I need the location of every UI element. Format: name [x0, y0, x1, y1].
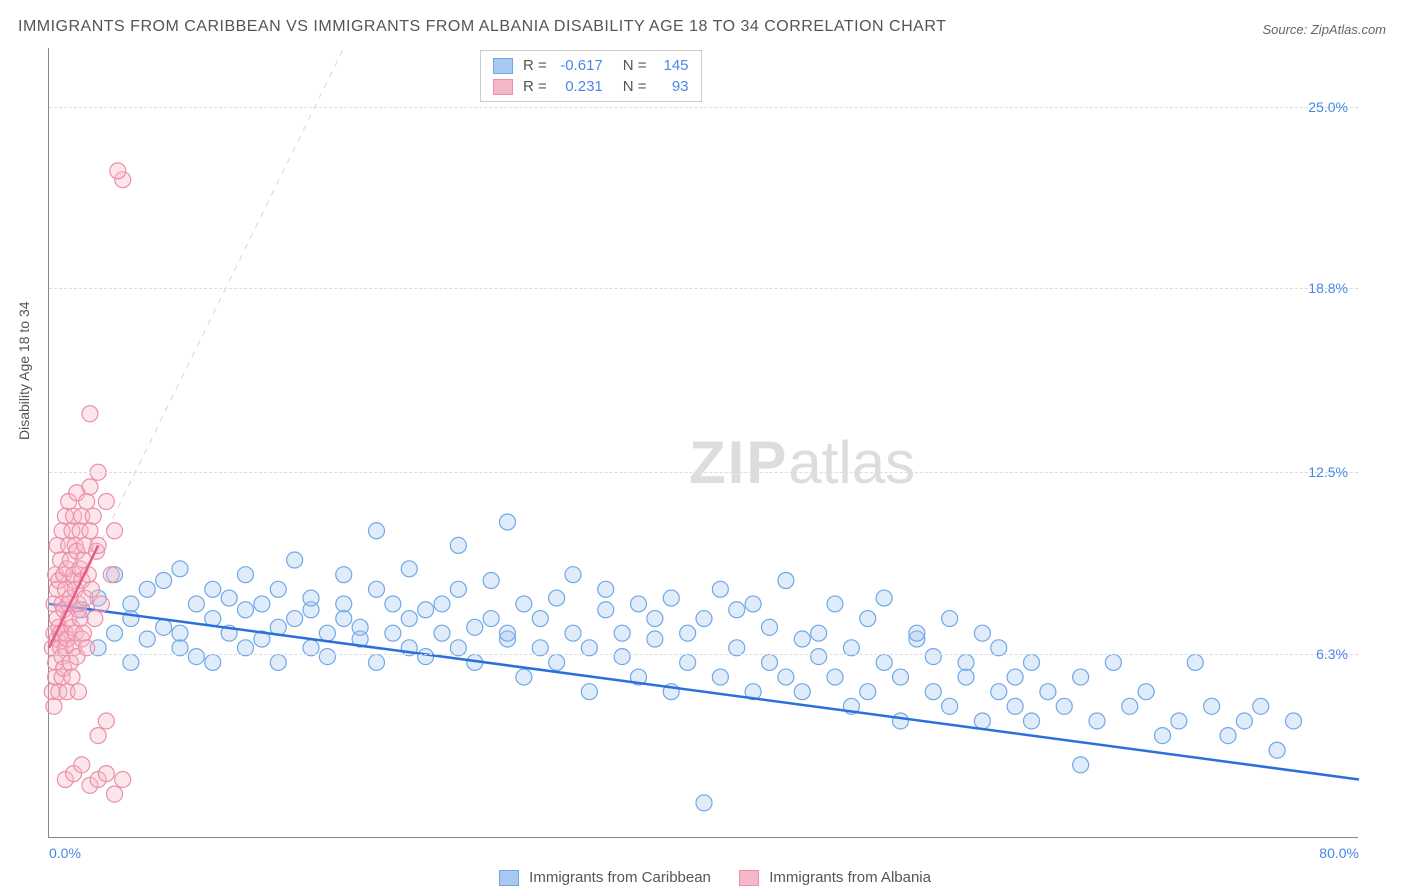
- chart-svg: [49, 48, 1358, 837]
- r-label: R =: [523, 57, 547, 74]
- y-tick-label: 18.8%: [1308, 280, 1348, 296]
- swatch-albania-bottom-icon: [739, 870, 759, 886]
- gridline: [49, 472, 1358, 473]
- gridline: [49, 654, 1358, 655]
- legend-row-caribbean: R = -0.617 N = 145: [493, 55, 689, 76]
- y-tick-label: 25.0%: [1308, 99, 1348, 115]
- legend-label-albania: Immigrants from Albania: [769, 869, 931, 886]
- legend-series: Immigrants from Caribbean Immigrants fro…: [0, 869, 1406, 886]
- n-label: N =: [623, 57, 647, 74]
- n-value-albania: 93: [653, 78, 689, 95]
- legend-correlation-box: R = -0.617 N = 145 R = 0.231 N = 93: [480, 50, 702, 102]
- swatch-caribbean-icon: [493, 58, 513, 74]
- r-value-albania: 0.231: [553, 78, 603, 95]
- chart-title: IMMIGRANTS FROM CARIBBEAN VS IMMIGRANTS …: [18, 18, 946, 36]
- swatch-caribbean-bottom-icon: [499, 870, 519, 886]
- gridline: [49, 288, 1358, 289]
- r-label: R =: [523, 78, 547, 95]
- n-label: N =: [623, 78, 647, 95]
- x-tick-label: 80.0%: [1319, 845, 1359, 861]
- source-attribution: Source: ZipAtlas.com: [1262, 22, 1386, 37]
- swatch-albania-icon: [493, 79, 513, 95]
- x-tick-label: 0.0%: [49, 845, 81, 861]
- n-value-caribbean: 145: [653, 57, 689, 74]
- y-axis-label: Disability Age 18 to 34: [16, 301, 32, 440]
- y-tick-label: 12.5%: [1308, 464, 1348, 480]
- r-value-caribbean: -0.617: [553, 57, 603, 74]
- plot-area: ZIPatlas 6.3%12.5%18.8%25.0%0.0%80.0%: [48, 48, 1358, 838]
- gridline: [49, 107, 1358, 108]
- y-tick-label: 6.3%: [1316, 646, 1348, 662]
- legend-row-albania: R = 0.231 N = 93: [493, 76, 689, 97]
- legend-label-caribbean: Immigrants from Caribbean: [529, 869, 711, 886]
